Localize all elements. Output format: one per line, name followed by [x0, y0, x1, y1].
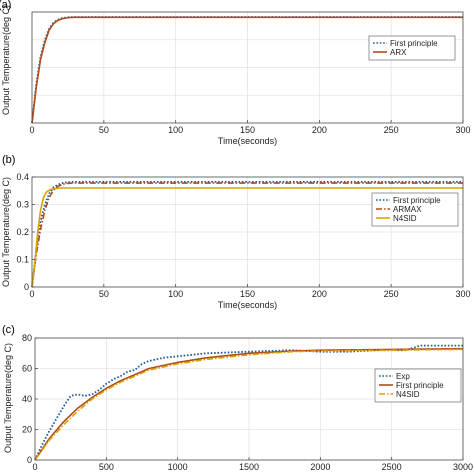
legend-label: N4SID	[396, 390, 420, 399]
y-tick-label: 0.1	[16, 255, 29, 265]
series-line-2	[34, 347, 464, 461]
x-tick-label: 0	[32, 462, 37, 472]
x-tick-label: 50	[99, 125, 109, 135]
series-line-3	[34, 348, 464, 461]
legend-label: Exp	[396, 372, 410, 381]
series-line-2	[31, 16, 463, 124]
legend-label: First principle	[393, 196, 441, 205]
chart-panel-3: 0 500 1000 1500 2000 2500 3000 0 20 40 60 80 Output …	[2, 324, 473, 472]
panel-label: (b)	[2, 154, 15, 166]
x-tick-label: 2000	[310, 462, 330, 472]
x-axis-label: Time(seconds)	[218, 300, 277, 310]
legend-label: ARMAX	[393, 205, 422, 214]
chart-panel-1: 0 50 100 150 200 250 300 Time(seconds) Output Te…	[0, 0, 471, 146]
y-tick-label: 20	[22, 425, 32, 435]
legend-label: First principle	[390, 39, 438, 48]
y-tick-label: 0	[24, 282, 29, 292]
legend-label: N4SID	[393, 214, 417, 223]
panel-label: (a)	[0, 0, 11, 11]
x-tick-label: 150	[240, 289, 255, 299]
x-tick-label: 100	[168, 289, 183, 299]
y-axis-label: Output Temperature(deg C)	[3, 343, 13, 453]
y-tick-label: 0.2	[16, 227, 29, 237]
y-tick-label: 0.3	[16, 200, 29, 210]
x-tick-label: 1000	[168, 462, 188, 472]
x-tick-label: 200	[312, 289, 327, 299]
x-axis-label: Time(seconds)	[218, 136, 277, 146]
y-tick-label: 80	[22, 333, 32, 343]
x-tick-label: 2500	[382, 462, 402, 472]
panel-label: (c)	[2, 324, 15, 336]
y-axis-label: Output Temperature(deg C)	[1, 5, 11, 115]
x-tick-label: 100	[168, 125, 183, 135]
x-tick-label: 200	[312, 125, 327, 135]
y-tick-label: 60	[22, 364, 32, 374]
y-tick-label: 0.4	[16, 172, 29, 182]
series-line-1	[31, 181, 463, 288]
y-axis-label: Output Temperature(deg C)	[1, 177, 11, 287]
series-line-2	[31, 182, 463, 288]
chart-panel-2: 0 50 100 150 200 250 300 0 0.1 0.2 0.3 0.4 Time(seco…	[1, 154, 471, 310]
legend-label: ARX	[390, 48, 407, 57]
x-tick-label: 0	[29, 289, 34, 299]
x-tick-label: 0	[29, 125, 34, 135]
legend-label: First principle	[396, 381, 444, 390]
x-tick-label: 300	[455, 125, 470, 135]
x-tick-label: 300	[455, 289, 470, 299]
legend-box	[371, 192, 459, 227]
x-tick-label: 500	[99, 462, 114, 472]
y-tick-label: 40	[22, 394, 32, 404]
x-tick-label: 50	[99, 289, 109, 299]
series-line-3	[31, 187, 463, 288]
y-tick-label: 0	[27, 455, 32, 465]
x-tick-label: 3000	[453, 462, 473, 472]
series-line-1	[34, 344, 463, 461]
x-tick-label: 1500	[239, 462, 259, 472]
legend-box	[368, 35, 456, 61]
x-tick-label: 150	[240, 125, 255, 135]
x-tick-label: 250	[384, 125, 399, 135]
x-tick-label: 250	[384, 289, 399, 299]
